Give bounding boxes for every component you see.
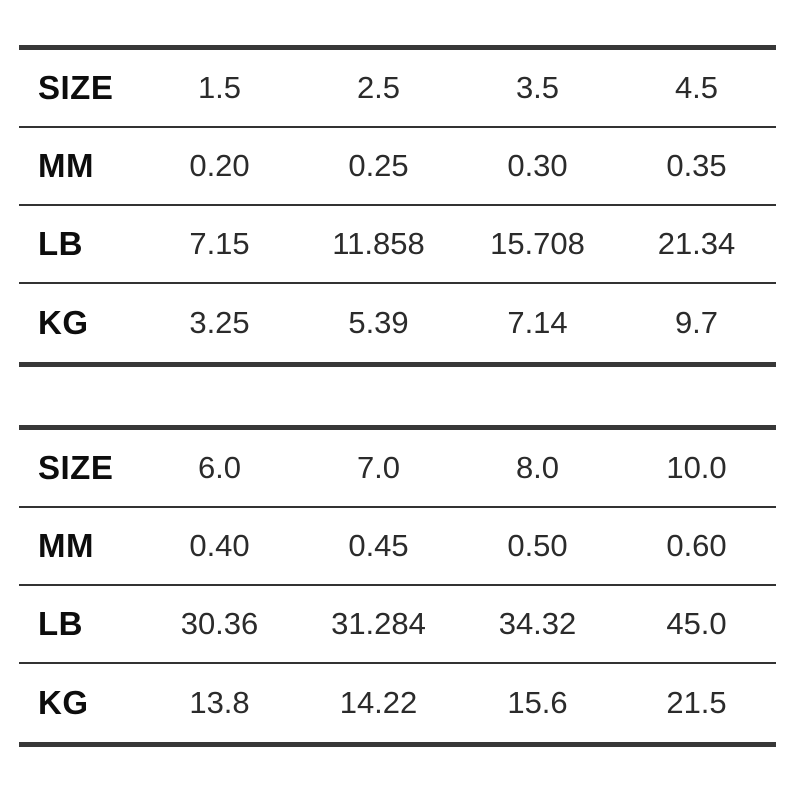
cell-value: 6.0 [197, 450, 242, 485]
cell-value: 8.0 [515, 450, 560, 485]
row-label: KG [38, 684, 89, 721]
cell-value: 15.708 [490, 226, 585, 261]
cell-value: 7.14 [507, 305, 568, 340]
cell-value: 0.30 [507, 148, 568, 183]
cell-value: 11.858 [332, 226, 425, 261]
row-label: SIZE [38, 69, 114, 106]
row-label: SIZE [38, 449, 114, 486]
table-row-lb: LB 7.15 11.858 15.708 21.34 [19, 206, 776, 284]
cell-value: 30.36 [180, 606, 259, 641]
cell-value: 13.8 [189, 685, 250, 720]
cell-value: 1.5 [197, 70, 242, 105]
cell-value: 5.39 [348, 305, 409, 340]
cell-value: 31.284 [331, 606, 426, 641]
table-row-mm: MM 0.40 0.45 0.50 0.60 [19, 508, 776, 586]
cell-value: 9.7 [674, 305, 719, 340]
table-row-kg: KG 3.25 5.39 7.14 9.7 [19, 284, 776, 362]
row-label: KG [38, 304, 89, 341]
table-row-size: SIZE 6.0 7.0 8.0 10.0 [19, 430, 776, 508]
table-row-kg: KG 13.8 14.22 15.6 21.5 [19, 664, 776, 742]
cell-value: 0.35 [666, 148, 727, 183]
cell-value: 7.0 [356, 450, 401, 485]
row-label: MM [38, 147, 94, 184]
table-row-mm: MM 0.20 0.25 0.30 0.35 [19, 128, 776, 206]
cell-value: 15.6 [507, 685, 568, 720]
table-row-size: SIZE 1.5 2.5 3.5 4.5 [19, 50, 776, 128]
row-label: LB [38, 605, 83, 642]
cell-value: 3.25 [189, 305, 250, 340]
cell-value: 0.45 [348, 528, 409, 563]
cell-value: 45.0 [666, 606, 727, 641]
cell-value: 3.5 [515, 70, 560, 105]
table-row-lb: LB 30.36 31.284 34.32 45.0 [19, 586, 776, 664]
cell-value: 0.25 [348, 148, 409, 183]
spec-table-small-sizes: SIZE 1.5 2.5 3.5 4.5 MM 0.20 0.25 0.30 0… [19, 45, 776, 367]
cell-value: 0.20 [189, 148, 250, 183]
cell-value: 2.5 [356, 70, 401, 105]
spec-table-large-sizes: SIZE 6.0 7.0 8.0 10.0 MM 0.40 0.45 0.50 … [19, 425, 776, 747]
cell-value: 34.32 [498, 606, 577, 641]
cell-value: 10.0 [666, 450, 727, 485]
row-label: MM [38, 527, 94, 564]
cell-value: 14.22 [339, 685, 418, 720]
cell-value: 21.34 [657, 226, 736, 261]
cell-value: 21.5 [666, 685, 727, 720]
cell-value: 7.15 [189, 226, 250, 261]
cell-value: 0.50 [507, 528, 568, 563]
cell-value: 4.5 [674, 70, 719, 105]
row-label: LB [38, 225, 83, 262]
cell-value: 0.40 [189, 528, 250, 563]
cell-value: 0.60 [666, 528, 727, 563]
